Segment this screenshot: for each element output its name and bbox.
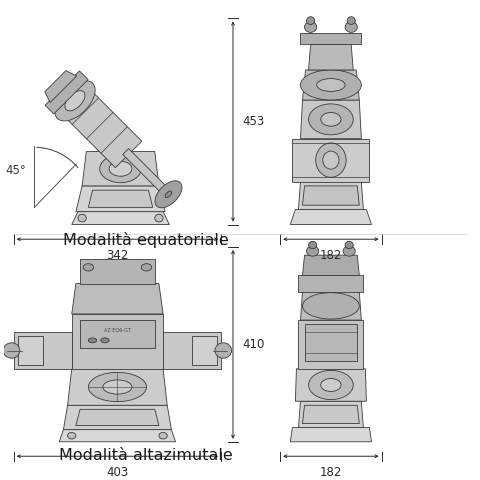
Ellipse shape: [309, 104, 353, 135]
Text: 410: 410: [242, 338, 265, 351]
Ellipse shape: [159, 432, 167, 439]
Ellipse shape: [155, 181, 182, 208]
Polygon shape: [76, 409, 159, 426]
Ellipse shape: [68, 432, 76, 439]
Polygon shape: [80, 259, 155, 284]
Polygon shape: [80, 320, 155, 348]
Text: 182: 182: [320, 249, 342, 262]
Ellipse shape: [155, 214, 163, 222]
Ellipse shape: [317, 79, 345, 91]
Text: 182: 182: [320, 466, 342, 479]
Ellipse shape: [302, 293, 360, 319]
Polygon shape: [123, 149, 177, 203]
Text: 453: 453: [242, 115, 264, 128]
Ellipse shape: [309, 241, 317, 249]
Polygon shape: [290, 209, 372, 225]
Text: 45°: 45°: [5, 164, 26, 177]
Ellipse shape: [304, 22, 317, 33]
Polygon shape: [76, 186, 165, 212]
Polygon shape: [163, 332, 221, 369]
Polygon shape: [45, 71, 88, 114]
Ellipse shape: [88, 338, 96, 343]
Text: Modalità equatoriale: Modalità equatoriale: [63, 232, 228, 248]
Polygon shape: [72, 284, 163, 314]
Ellipse shape: [103, 380, 132, 394]
Polygon shape: [18, 336, 43, 365]
Ellipse shape: [307, 17, 315, 24]
Polygon shape: [45, 71, 77, 102]
Polygon shape: [299, 320, 363, 369]
Text: Modalità altazimutale: Modalità altazimutale: [59, 448, 233, 463]
Ellipse shape: [65, 91, 85, 111]
Polygon shape: [290, 428, 372, 442]
Ellipse shape: [300, 70, 361, 100]
Ellipse shape: [307, 246, 319, 256]
Ellipse shape: [321, 379, 341, 392]
Polygon shape: [82, 152, 159, 186]
Polygon shape: [302, 405, 360, 423]
Polygon shape: [88, 190, 153, 207]
Ellipse shape: [347, 17, 355, 24]
Text: 403: 403: [106, 466, 129, 479]
Polygon shape: [58, 84, 142, 168]
Ellipse shape: [316, 143, 346, 177]
Polygon shape: [299, 276, 363, 292]
Ellipse shape: [321, 112, 341, 126]
Polygon shape: [300, 34, 361, 44]
Ellipse shape: [345, 241, 353, 249]
Polygon shape: [299, 181, 363, 209]
Ellipse shape: [141, 264, 152, 271]
Ellipse shape: [83, 264, 94, 271]
Polygon shape: [60, 430, 176, 442]
Polygon shape: [68, 369, 167, 405]
Polygon shape: [72, 314, 163, 369]
Ellipse shape: [55, 81, 95, 121]
Ellipse shape: [78, 214, 86, 222]
Polygon shape: [292, 139, 370, 181]
Polygon shape: [299, 401, 363, 428]
Ellipse shape: [109, 161, 132, 176]
Ellipse shape: [88, 372, 146, 402]
Ellipse shape: [309, 371, 353, 399]
Polygon shape: [63, 405, 171, 430]
Text: AZ EQ6-GT: AZ EQ6-GT: [104, 328, 131, 333]
Polygon shape: [302, 255, 360, 276]
Ellipse shape: [3, 343, 20, 358]
Polygon shape: [300, 292, 361, 320]
Polygon shape: [302, 70, 360, 100]
Ellipse shape: [101, 338, 109, 343]
Ellipse shape: [345, 22, 357, 33]
Ellipse shape: [343, 246, 355, 256]
Polygon shape: [304, 324, 357, 360]
Text: 342: 342: [106, 249, 129, 262]
Polygon shape: [309, 44, 353, 70]
Ellipse shape: [323, 151, 339, 169]
Polygon shape: [72, 212, 169, 225]
Polygon shape: [300, 100, 361, 139]
Polygon shape: [295, 369, 366, 401]
Polygon shape: [13, 332, 72, 369]
Ellipse shape: [100, 155, 141, 183]
Ellipse shape: [215, 343, 231, 358]
Polygon shape: [302, 186, 360, 205]
Ellipse shape: [165, 191, 172, 198]
Polygon shape: [192, 336, 217, 365]
